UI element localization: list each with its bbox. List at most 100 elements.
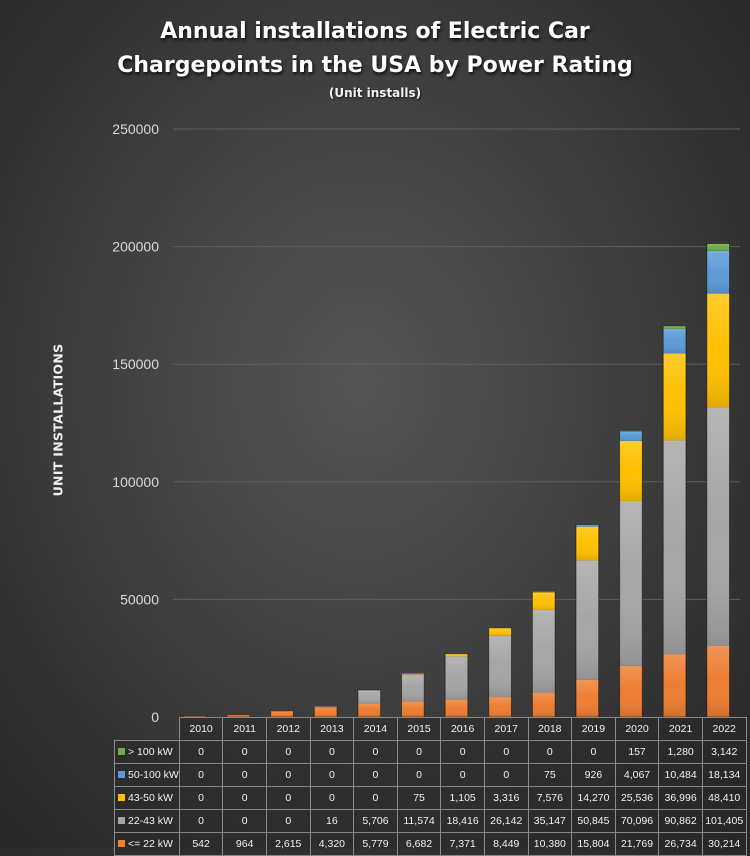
bars xyxy=(182,243,731,718)
data-label: 0 xyxy=(353,763,398,787)
bar-segment-shading xyxy=(619,430,643,432)
data-label: 0 xyxy=(178,740,224,764)
bar-outline xyxy=(444,653,469,718)
data-label: 0 xyxy=(571,740,616,764)
data-label: 0 xyxy=(396,763,442,787)
y-tick-label: 0 xyxy=(151,709,159,725)
y-tick-label: 150000 xyxy=(112,356,159,372)
data-label: 50,845 xyxy=(571,809,616,833)
bar-segment-shading xyxy=(706,645,730,717)
bar-outline xyxy=(575,524,600,718)
data-label: 2,615 xyxy=(265,832,311,856)
bar-outline xyxy=(488,627,512,718)
data-label: 0 xyxy=(222,740,267,764)
data-label: 7,576 xyxy=(527,786,573,810)
legend-label: 50-100 kW xyxy=(128,769,179,781)
data-label: 18,134 xyxy=(701,763,747,787)
data-label: 4,067 xyxy=(614,763,660,787)
data-label: 0 xyxy=(222,763,267,787)
data-label: 48,410 xyxy=(701,786,747,810)
legend-swatch-icon xyxy=(118,748,125,755)
table-row: 50-100 kW 0 0 0 0 0 0 0 0 75 926 4,067 10,484 18,134 xyxy=(114,763,747,787)
data-label: 0 xyxy=(178,763,224,787)
legend-entry: 50-100 kW xyxy=(114,763,180,787)
data-label: 0 xyxy=(178,786,224,810)
legend-label: > 100 kW xyxy=(128,746,173,758)
bar-segment-shading xyxy=(619,431,643,441)
x-tick-label: 2016 xyxy=(440,717,485,741)
gridlines xyxy=(173,128,740,600)
chart-title-line-2: Chargepoints in the USA by Power Rating xyxy=(117,53,633,78)
x-tick-label: 2017 xyxy=(483,717,529,741)
x-tick-label: 2015 xyxy=(396,717,442,741)
legend-swatch-icon xyxy=(118,771,125,778)
bar-segment-shading xyxy=(401,674,425,702)
data-label: 0 xyxy=(396,740,442,764)
legend-entry: <= 22 kW xyxy=(114,832,180,856)
legend-label: 43-50 kW xyxy=(128,792,173,804)
data-label: 14,270 xyxy=(571,786,616,810)
x-tick-label: 2011 xyxy=(222,717,267,741)
data-label: 0 xyxy=(265,809,311,833)
data-label: 5,706 xyxy=(353,809,398,833)
data-table: 2010 2011 2012 2013 2014 2015 2016 2017 2018 2019… xyxy=(114,717,747,856)
bar-segment-shading xyxy=(488,635,512,698)
x-tick-label: 2019 xyxy=(571,717,616,741)
bar-segment-shading xyxy=(445,653,468,657)
bar-segment-shading xyxy=(576,679,599,717)
x-tick-label: 2018 xyxy=(527,717,573,741)
bar-segment-shading xyxy=(532,609,556,693)
data-label: 0 xyxy=(483,740,529,764)
data-label: 157 xyxy=(614,740,660,764)
x-tick-label: 2014 xyxy=(353,717,398,741)
table-row: 22-43 kW 0 0 0 16 5,706 11,574 18,416 26,142 35,1… xyxy=(114,809,747,833)
x-tick-label: 2020 xyxy=(614,717,660,741)
data-label: 6,682 xyxy=(396,832,442,856)
legend-entry: 43-50 kW xyxy=(114,786,180,810)
data-label: 0 xyxy=(527,740,573,764)
x-tick-label: 2013 xyxy=(309,717,355,741)
table-row: > 100 kW 0 0 0 0 0 0 0 0 0 0 157 1,280 3,142 xyxy=(114,740,747,764)
data-label: 0 xyxy=(440,740,485,764)
data-label: 926 xyxy=(571,763,616,787)
x-tick-label: 2012 xyxy=(265,717,311,741)
bar-segment-shading xyxy=(663,328,686,354)
bar-segment-shading xyxy=(706,243,730,251)
x-tick-label: 2021 xyxy=(658,717,703,741)
data-label: 0 xyxy=(222,786,267,810)
data-label: 70,096 xyxy=(614,809,660,833)
bar-segment-shading xyxy=(532,592,556,610)
data-label: 0 xyxy=(309,786,355,810)
legend-swatch-icon xyxy=(118,817,125,824)
data-label: 542 xyxy=(178,832,224,856)
table-row: <= 22 kW 542 964 2,615 4,320 5,779 6,682 7,371 8… xyxy=(114,832,747,856)
data-label: 3,316 xyxy=(483,786,529,810)
x-tick-label: 2022 xyxy=(701,717,747,741)
bar-segment-shading xyxy=(488,627,512,636)
data-label: 0 xyxy=(178,809,224,833)
data-label: 10,484 xyxy=(658,763,703,787)
bar-outline xyxy=(226,714,251,718)
data-label: 0 xyxy=(265,763,311,787)
x-tick-label: 2010 xyxy=(178,717,224,741)
data-label: 0 xyxy=(440,763,485,787)
legend-entry: 22-43 kW xyxy=(114,809,180,833)
chart-subtitle: (Unit installs) xyxy=(328,86,422,100)
data-label: 0 xyxy=(309,740,355,764)
bar-segment-shading xyxy=(663,325,686,329)
data-label: 26,142 xyxy=(483,809,529,833)
data-label: 10,380 xyxy=(527,832,573,856)
data-label: 1,280 xyxy=(658,740,703,764)
legend-label: <= 22 kW xyxy=(128,838,173,850)
data-label: 0 xyxy=(222,809,267,833)
bar-segment-shading xyxy=(183,715,207,717)
bar-segment-shading xyxy=(619,665,643,717)
data-label: 26,734 xyxy=(658,832,703,856)
data-label: 7,371 xyxy=(440,832,485,856)
bar-segment-shading xyxy=(314,706,337,707)
bar-segment-shading xyxy=(401,701,425,717)
bar-segment-shading xyxy=(401,673,425,675)
table-row: 43-50 kW 0 0 0 0 0 75 1,105 3,316 7,576 14,270 25,5… xyxy=(114,786,747,810)
data-label: 90,862 xyxy=(658,809,703,833)
